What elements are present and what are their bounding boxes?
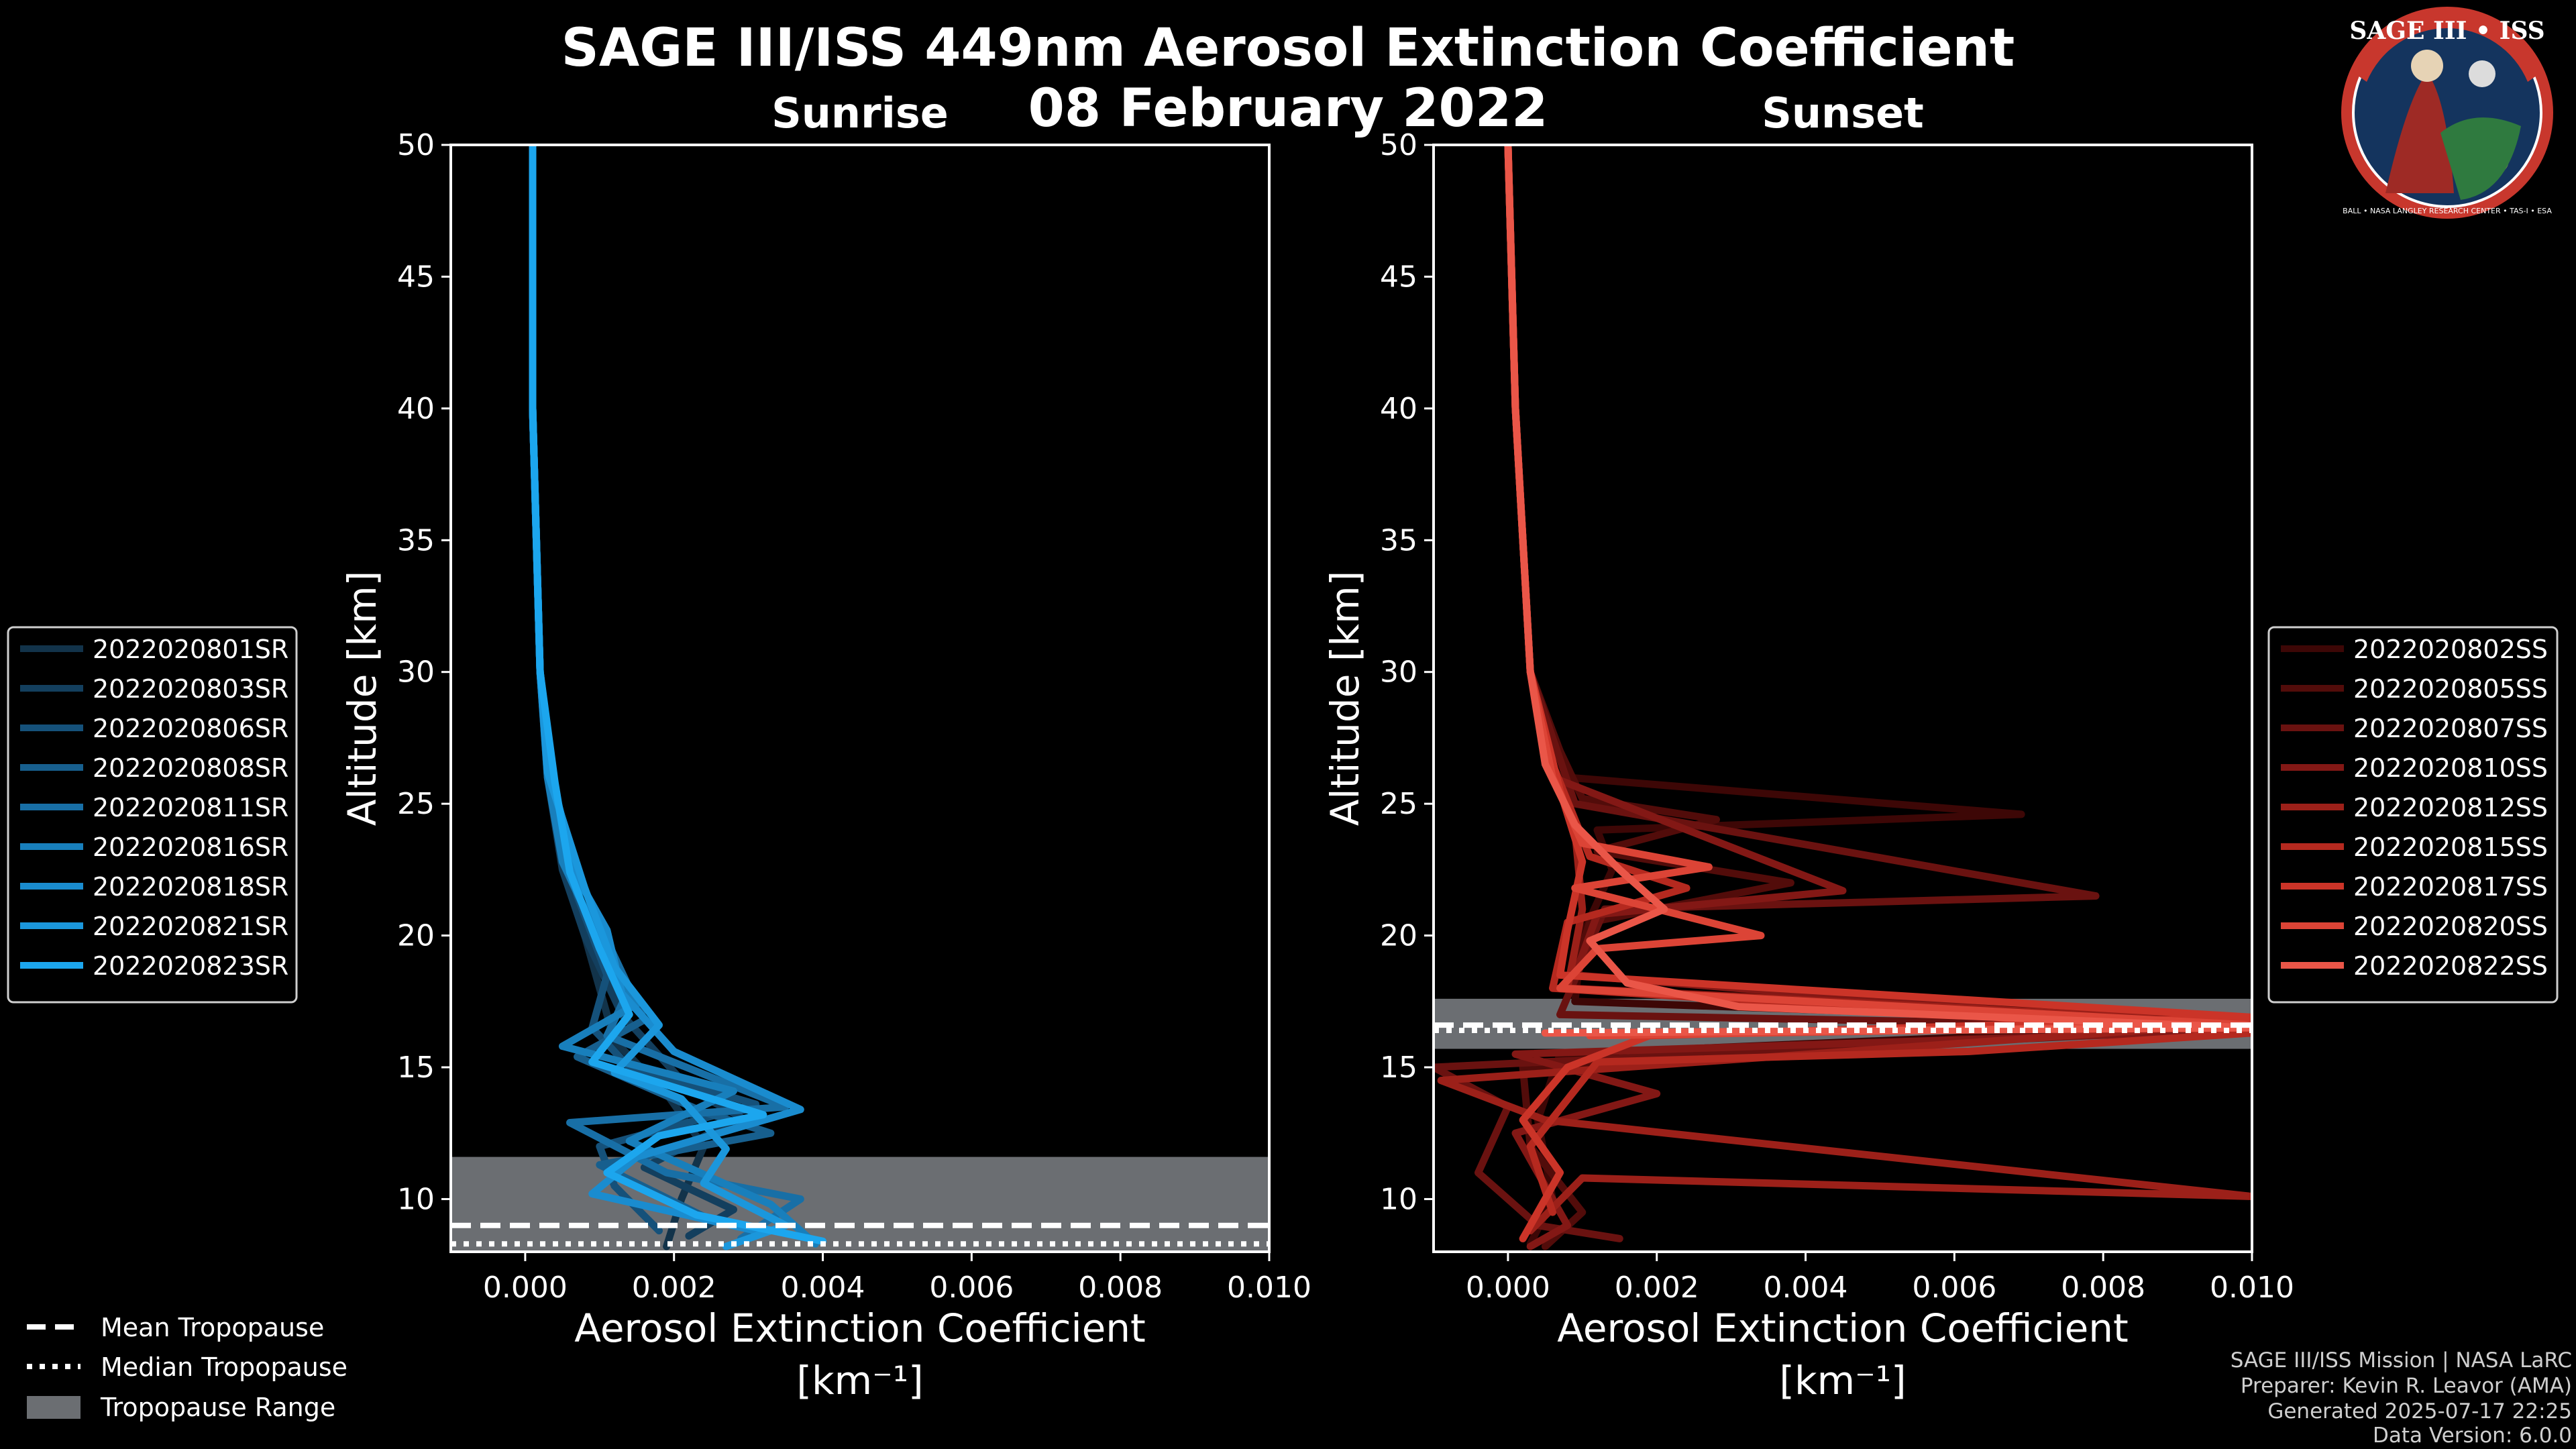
sunset-ytick-label: 20 [1380,919,1417,953]
sunrise-legend-label: 2022020811SR [93,793,288,822]
sunset-legend-frame [2267,626,2559,1004]
sunset-xtick-label: 0.008 [2061,1271,2145,1305]
sunrise-xtick-label: 0.006 [929,1271,1014,1305]
sunrise-ytick-label: 45 [397,260,435,294]
sage-iii-iss-mission-logo: SAGE III • ISS BALL • NASA LANGLEY RESEA… [2341,7,2553,219]
sunset-ticks-group: 0.000 0.002 0.004 0.006 0.008 0.010 10 15 20 25 30… [1380,128,2294,1305]
sunrise-ylabel: Altitude [km] [339,571,385,826]
sunset-xtick-label: 0.004 [1764,1271,1848,1305]
sunrise-xtick-label: 0.008 [1078,1271,1163,1305]
logo-title: SAGE III • ISS [2349,17,2544,45]
sunrise-xtick-label: 0.002 [632,1271,716,1305]
sunrise-ytick-label: 35 [397,523,435,557]
sunrise-xunit: [km⁻¹] [796,1358,923,1403]
sunrise-series-group [451,145,1269,1250]
sunset-legend-label: 2022020817SS [2353,872,2548,902]
tropopause-legend: Mean Tropopause Median Tropopause Tropop… [27,1313,347,1422]
sunset-xtick-label: 0.006 [1912,1271,1996,1305]
sunrise-legend-label: 2022020823SR [93,951,288,981]
sunrise-ytick-label: 20 [397,919,435,953]
tropopause-range-swatch [27,1396,80,1419]
credit-version: Data Version: 6.0.0 [2373,1424,2572,1448]
sunset-legend-label: 2022020812SS [2353,793,2548,822]
sunrise-legend-label: 2022020816SR [93,833,288,862]
sunset-ytick-label: 35 [1380,523,1417,557]
mean-tropopause-label: Mean Tropopause [101,1313,324,1342]
credit-generated: Generated 2025-07-17 22:25 [2267,1399,2572,1424]
sunrise-tropopause-group [451,1157,1269,1252]
chart-date: 08 February 2022 [1028,78,1548,139]
credits: SAGE III/ISS Mission | NASA LaRC Prepare… [2231,1348,2572,1448]
sunset-axes-frame [1432,144,2253,1253]
chart-title: SAGE III/ISS 449nm Aerosol Extinction Co… [561,18,2015,78]
sunrise-ticks-group: 0.000 0.002 0.004 0.006 0.008 0.010 10 15 20 25 30… [397,128,1311,1305]
earth-icon [2440,117,2521,200]
sunset-panel-title: Sunset [1762,89,1924,138]
sunset-legend-label: 2022020815SS [2353,833,2548,862]
sunset-series-group [1434,145,2252,1250]
logo-caption: BALL • NASA LANGLEY RESEARCH CENTER • TA… [2343,207,2552,215]
sunset-ytick-label: 50 [1380,128,1417,162]
sunset-legend-label: 2022020807SS [2353,714,2548,743]
sunrise-series-line-2022020823SR [529,145,826,1245]
wizard-figure-icon [2385,72,2454,193]
sunrise-xtick-label: 0.010 [1227,1271,1311,1305]
sunrise-legend-label: 2022020818SR [93,872,288,902]
sunset-ytick-label: 30 [1380,655,1417,690]
sunrise-ytick-label: 25 [397,787,435,821]
sunset-xlabel: Aerosol Extinction Coefficient [1557,1305,2129,1351]
sunrise-legend-label: 2022020801SR [93,635,288,664]
sunrise-xtick-label: 0.004 [781,1271,865,1305]
sunset-ytick-label: 10 [1380,1182,1417,1216]
credit-mission: SAGE III/ISS Mission | NASA LaRC [2231,1348,2572,1373]
sunset-plot: 0.000 0.002 0.004 0.006 0.008 0.010 10 15 20 25 30… [1322,128,2294,1403]
sunrise-axes-frame [449,144,1271,1253]
sunset-ytick-label: 15 [1380,1051,1417,1085]
sunset-xtick-label: 0.002 [1615,1271,1699,1305]
sunrise-legend-label: 2022020806SR [93,714,288,743]
sunset-ytick-label: 45 [1380,260,1417,294]
sunrise-tropopause-range [451,1157,1269,1252]
sunset-ytick-label: 25 [1380,787,1417,821]
sunrise-ytick-label: 10 [397,1182,435,1216]
sunrise-ytick-label: 40 [397,392,435,426]
sunset-legend-label: 2022020805SS [2353,674,2548,704]
sunset-ylabel: Altitude [km] [1322,571,1368,826]
sunset-ytick-label: 40 [1380,392,1417,426]
sunset-legend-label: 2022020822SS [2353,951,2548,981]
sunrise-legend-label: 2022020803SR [93,674,288,704]
credit-preparer: Preparer: Kevin R. Leavor (AMA) [2241,1374,2572,1398]
sunrise-plot: 0.000 0.002 0.004 0.006 0.008 0.010 10 15 20 25 30… [339,128,1311,1403]
sunrise-ytick-label: 15 [397,1051,435,1085]
tropopause-range-label: Tropopause Range [100,1393,335,1422]
sunrise-panel-title: Sunrise [771,89,949,138]
sunrise-xlabel: Aerosol Extinction Coefficient [574,1305,1146,1351]
sunrise-xtick-label: 0.000 [483,1271,568,1305]
sunrise-legend: 2022020801SR 2022020803SR 2022020806SR 2022… [7,626,298,1004]
sunset-series-line-2022020822SS [1504,145,2252,1037]
moon-icon [2469,60,2496,87]
sunrise-legend-label: 2022020808SR [93,753,288,783]
sunrise-ytick-label: 30 [397,655,435,690]
sunrise-legend-frame [7,626,298,1004]
sunset-xtick-label: 0.010 [2210,1271,2294,1305]
sunrise-ytick-label: 50 [397,128,435,162]
sunset-legend-label: 2022020810SS [2353,753,2548,783]
sunset-legend: 2022020802SS 2022020805SS 2022020807SS 2022… [2267,626,2559,1004]
sunrise-legend-label: 2022020821SR [93,912,288,941]
sunset-legend-label: 2022020820SS [2353,912,2548,941]
sunset-legend-label: 2022020802SS [2353,635,2548,664]
sunset-xunit: [km⁻¹] [1779,1358,1906,1403]
median-tropopause-label: Median Tropopause [101,1352,347,1382]
sunset-xtick-label: 0.000 [1466,1271,1550,1305]
